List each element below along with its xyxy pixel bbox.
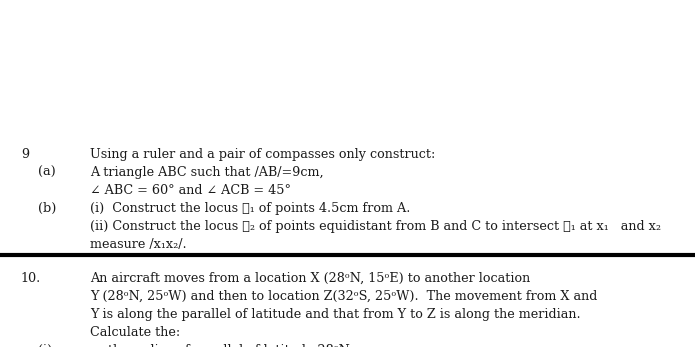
Text: ∠ ABC = 60° and ∠ ACB = 45°: ∠ ABC = 60° and ∠ ACB = 45° xyxy=(90,184,291,197)
Text: measure /x₁x₂/.: measure /x₁x₂/. xyxy=(90,238,187,251)
Text: 9: 9 xyxy=(21,148,29,161)
Text: (i)  Construct the locus ℓ₁ of points 4.5cm from A.: (i) Construct the locus ℓ₁ of points 4.5… xyxy=(90,202,411,215)
Text: the radius of parallel of latitude 28ᵒN: the radius of parallel of latitude 28ᵒN xyxy=(108,344,350,347)
Text: Calculate the:: Calculate the: xyxy=(90,326,181,339)
Text: (b): (b) xyxy=(38,202,56,215)
Text: (i): (i) xyxy=(38,344,53,347)
Text: (a): (a) xyxy=(38,166,56,179)
Text: A triangle ABC such that /AB/=9cm,: A triangle ABC such that /AB/=9cm, xyxy=(90,166,324,179)
Text: (ii) Construct the locus ℓ₂ of points equidistant from B and C to intersect ℓ₁ a: (ii) Construct the locus ℓ₂ of points eq… xyxy=(90,220,662,233)
Text: 10.: 10. xyxy=(21,272,41,285)
Text: An aircraft moves from a location X (28ᵒN, 15ᵒE) to another location: An aircraft moves from a location X (28ᵒ… xyxy=(90,272,530,285)
Text: Y is along the parallel of latitude and that from Y to Z is along the meridian.: Y is along the parallel of latitude and … xyxy=(90,308,581,321)
Text: Y (28ᵒN, 25ᵒW) and then to location Z(32ᵒS, 25ᵒW).  The movement from X and: Y (28ᵒN, 25ᵒW) and then to location Z(32… xyxy=(90,290,598,303)
Text: Using a ruler and a pair of compasses only construct:: Using a ruler and a pair of compasses on… xyxy=(90,148,436,161)
